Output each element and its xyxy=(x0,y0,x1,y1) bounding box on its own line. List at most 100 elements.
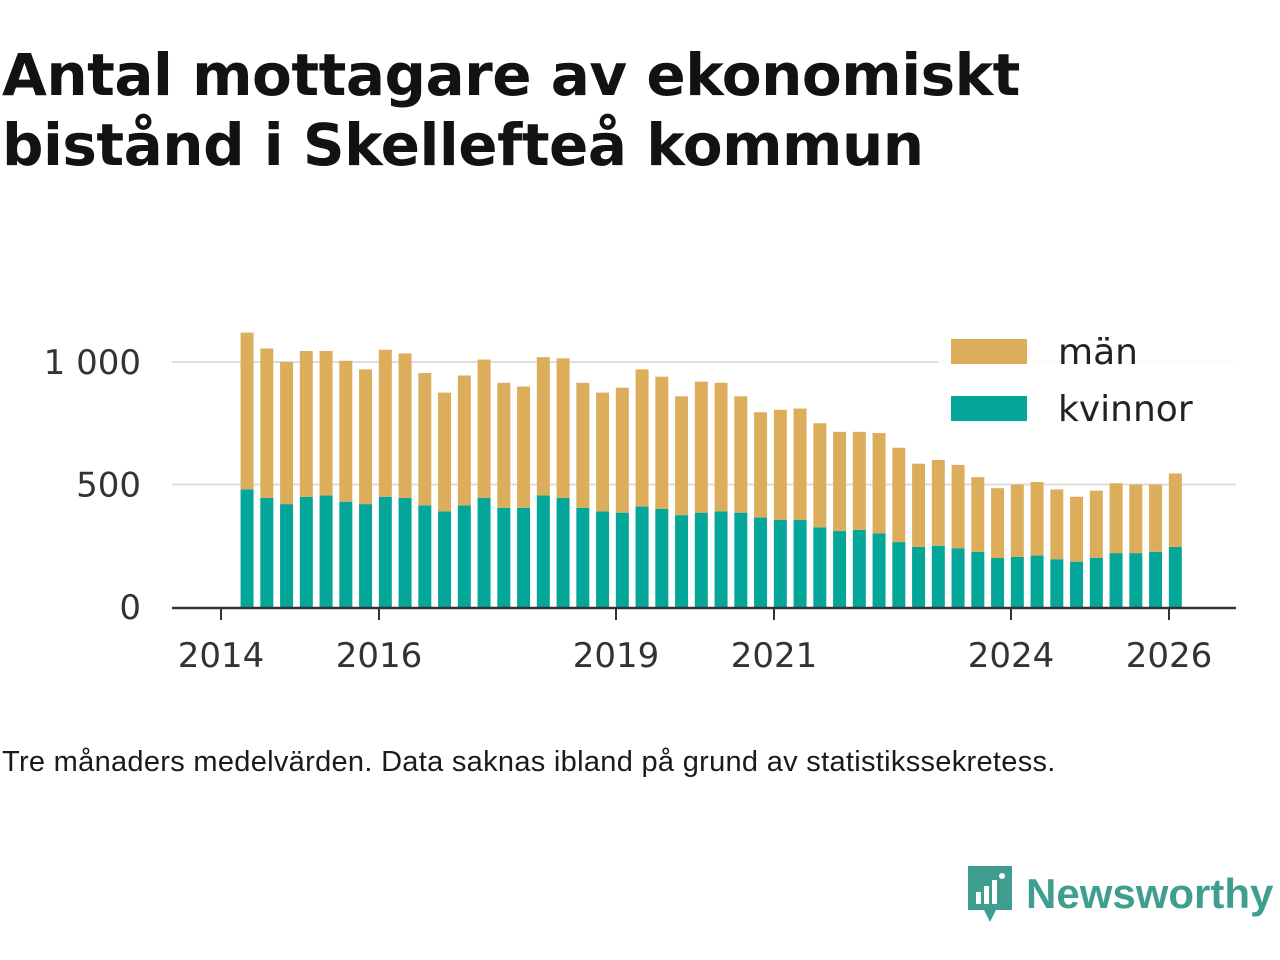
bar-kvinnor xyxy=(260,497,274,607)
bar-kvinnor xyxy=(596,511,610,607)
legend-swatch-men xyxy=(951,339,1027,364)
bar-man xyxy=(754,412,768,518)
bar-kvinnor xyxy=(655,509,669,607)
bar-man xyxy=(240,332,254,490)
brand-name: Newsworthy xyxy=(1026,870,1274,917)
y-tick-label: 0 xyxy=(119,588,141,628)
bar-man xyxy=(418,373,432,506)
bar-kvinnor xyxy=(991,558,1005,607)
bar-kvinnor xyxy=(299,496,313,607)
bar-man xyxy=(872,433,886,534)
bar-kvinnor xyxy=(339,501,353,607)
bar-kvinnor xyxy=(793,520,807,607)
bar-man xyxy=(971,477,985,552)
bar-kvinnor xyxy=(675,515,689,607)
bar-man xyxy=(359,369,373,505)
x-tick-label: 2016 xyxy=(336,636,423,676)
bar-man xyxy=(1030,482,1044,556)
bar-man xyxy=(1089,490,1103,558)
bar-man xyxy=(438,392,452,512)
chart-title: Antal mottagare av ekonomiskt bistånd i … xyxy=(2,41,1020,179)
bar-kvinnor xyxy=(773,520,787,607)
bar-kvinnor xyxy=(556,497,570,607)
bar-man xyxy=(951,464,965,549)
bar-man xyxy=(991,488,1005,558)
bar-kvinnor xyxy=(714,511,728,607)
bar-kvinnor xyxy=(378,496,392,607)
bar-kvinnor xyxy=(457,505,471,607)
x-tick-label: 2014 xyxy=(178,636,265,676)
legend-label-women: kvinnor xyxy=(1058,389,1193,430)
bar-man xyxy=(596,392,610,512)
bar-kvinnor xyxy=(1149,551,1163,607)
y-tick-label: 1 000 xyxy=(44,343,141,383)
bar-man xyxy=(793,408,807,521)
bar-man xyxy=(260,348,274,498)
bar-man xyxy=(398,353,412,498)
bar-man xyxy=(714,382,728,512)
bar-kvinnor xyxy=(1050,559,1064,607)
legend-label-men: män xyxy=(1058,332,1138,373)
bar-kvinnor xyxy=(1129,553,1143,607)
bar-man xyxy=(773,409,787,521)
bar-kvinnor xyxy=(1168,546,1182,607)
bar-man xyxy=(497,382,511,508)
bar-kvinnor xyxy=(280,504,294,607)
x-tick-label: 2026 xyxy=(1126,636,1213,676)
bar-man xyxy=(734,396,748,513)
y-axis-labels: 0 500 1 000 xyxy=(44,343,141,628)
bar-man xyxy=(1168,473,1182,547)
x-tick-label: 2021 xyxy=(731,636,818,676)
bar-man xyxy=(576,382,590,508)
bar-man xyxy=(912,463,926,547)
bar-kvinnor xyxy=(438,511,452,607)
bar-man xyxy=(1010,484,1024,557)
bar-kvinnor xyxy=(398,497,412,607)
bar-man xyxy=(1129,484,1143,554)
bar-kvinnor xyxy=(359,504,373,607)
bar-man xyxy=(477,359,491,498)
bar-kvinnor xyxy=(694,512,708,607)
newsworthy-logo-icon xyxy=(968,866,1012,922)
bar-kvinnor xyxy=(931,545,945,607)
chart-caption: Tre månaders medelvärden. Data saknas ib… xyxy=(2,746,1056,778)
bar-man xyxy=(813,423,827,528)
bar-kvinnor xyxy=(536,495,550,607)
bar-kvinnor xyxy=(477,497,491,607)
bar-kvinnor xyxy=(1109,553,1123,607)
bar-man xyxy=(378,349,392,497)
bar-kvinnor xyxy=(1030,555,1044,607)
bar-kvinnor xyxy=(813,527,827,607)
bar-man xyxy=(1149,484,1163,552)
bar-man xyxy=(1050,489,1064,560)
bar-man xyxy=(536,357,550,496)
bar-kvinnor xyxy=(240,489,254,607)
bar-man xyxy=(339,360,353,502)
bar-kvinnor xyxy=(833,531,847,607)
bar-man xyxy=(931,460,945,546)
bar-kvinnor xyxy=(1070,561,1084,607)
bar-man xyxy=(280,362,294,505)
x-tick-label: 2024 xyxy=(968,636,1055,676)
bar-kvinnor xyxy=(635,506,649,607)
bar-kvinnor xyxy=(1010,556,1024,607)
bar-kvinnor xyxy=(517,507,531,607)
bar-man xyxy=(852,431,866,530)
bar-man xyxy=(892,447,906,543)
bar-man xyxy=(833,431,847,532)
bar-kvinnor xyxy=(971,551,985,607)
bar-man xyxy=(615,387,629,513)
stacked-bar-chart: 2014 2016 2019 2021 2024 2026 0 500 1 000 män kv… xyxy=(44,332,1238,676)
x-tick-label: 2019 xyxy=(573,636,660,676)
brand-logo[interactable]: Newsworthy xyxy=(964,862,1273,926)
legend-swatch-women xyxy=(951,396,1027,421)
bar-kvinnor xyxy=(319,495,333,607)
bar-kvinnor xyxy=(852,529,866,607)
bar-man xyxy=(556,358,570,498)
bar-kvinnor xyxy=(951,548,965,607)
bar-man xyxy=(675,396,689,516)
bar-man xyxy=(517,386,531,508)
bar-man xyxy=(655,376,669,509)
bar-kvinnor xyxy=(912,546,926,607)
bar-kvinnor xyxy=(734,512,748,607)
